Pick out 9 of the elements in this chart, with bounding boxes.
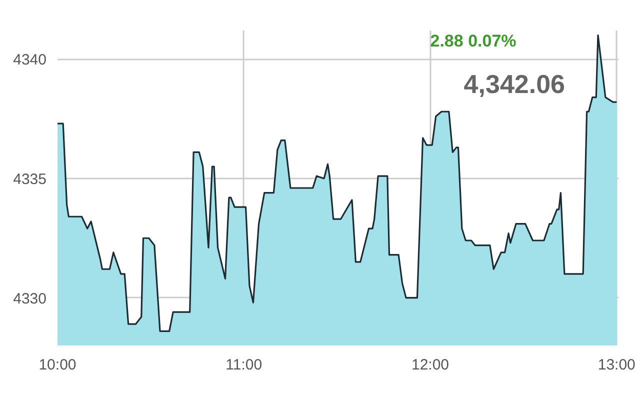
y-tick-label: 4340 (13, 52, 47, 69)
annotation: 2.88 0.07% (430, 32, 516, 51)
x-tick-label: 12:00 (411, 356, 450, 374)
y-tick-label: 4335 (13, 170, 47, 188)
y-tick-label: 4330 (13, 290, 47, 308)
x-tick-label: 11:00 (226, 356, 262, 374)
annotation: 4,342.06 (464, 69, 566, 100)
x-tick-label: 10:00 (38, 356, 76, 374)
x-tick-label: 13:00 (598, 356, 636, 374)
